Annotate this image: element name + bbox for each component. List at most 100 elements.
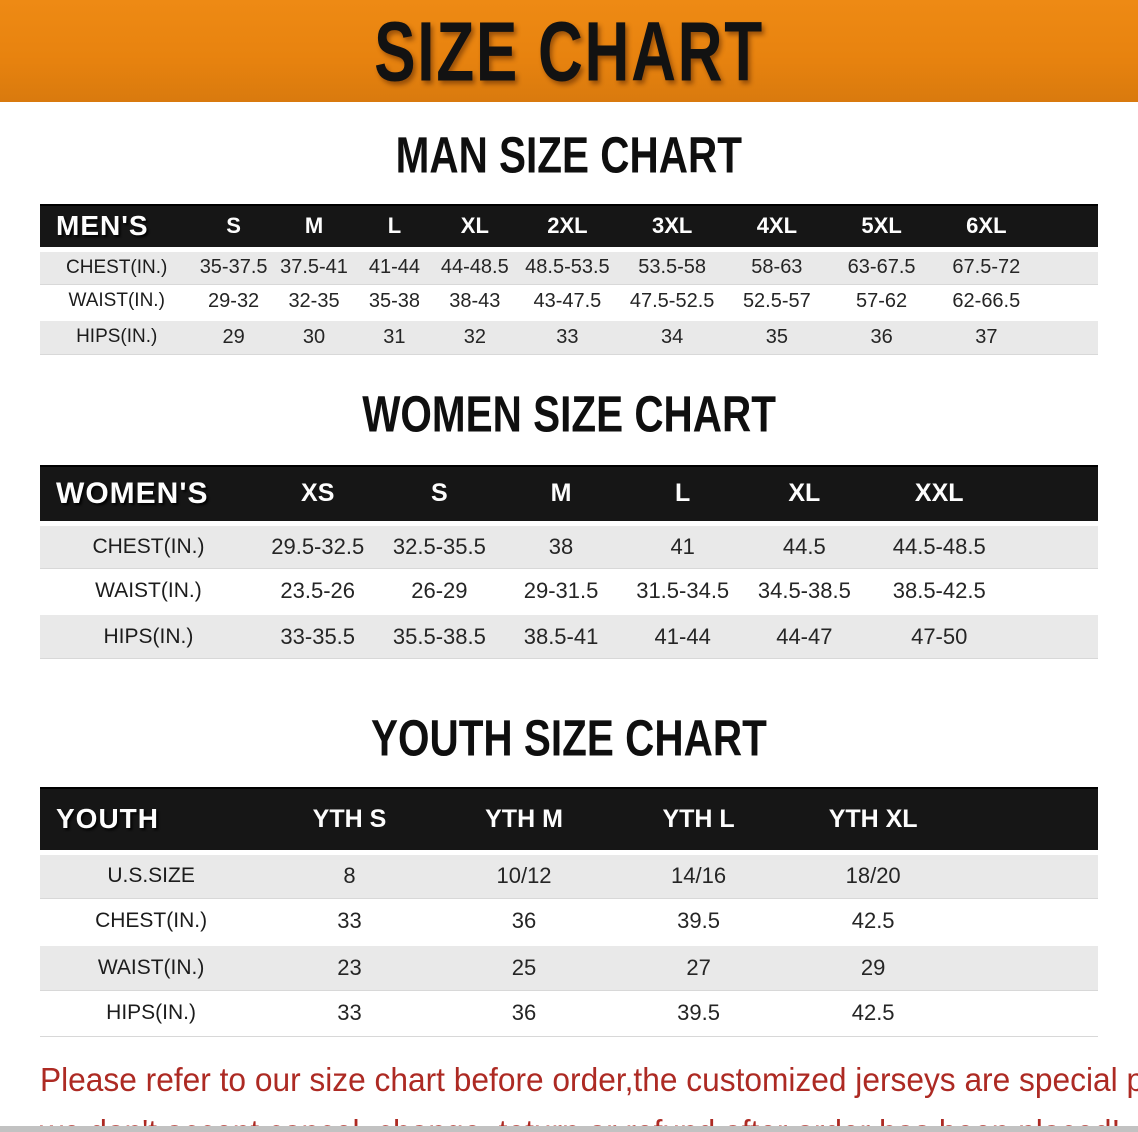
table-group-label: YOUTH: [40, 787, 263, 853]
women-section-heading-text: WOMEN SIZE CHART: [362, 384, 776, 443]
size-cell: 37: [933, 317, 1039, 355]
row-spacer: [960, 942, 1098, 990]
size-cell: 33-35.5: [256, 612, 379, 659]
women-section-heading: WOMEN SIZE CHART: [0, 384, 1138, 443]
size-cell: 41: [621, 521, 744, 569]
size-cell: 42.5: [785, 897, 961, 944]
size-cell: 58-63: [724, 246, 830, 284]
size-cell: 29: [785, 942, 961, 990]
size-column-header: M: [273, 204, 355, 250]
size-column-header: 6XL: [933, 204, 1039, 250]
size-column-header: L: [621, 464, 744, 525]
header-spacer: [1013, 464, 1098, 525]
size-cell: 47-50: [865, 612, 1014, 659]
size-column-header: 2XL: [515, 204, 620, 250]
row-label: HIPS(IN.): [40, 989, 263, 1037]
size-cell: 29: [193, 317, 274, 355]
size-cell: 25: [436, 942, 612, 990]
size-cell: 32-35: [273, 283, 355, 319]
size-cell: 53.5-58: [619, 246, 725, 284]
table-row: WAIST(IN.) 23 25 27 29: [40, 942, 1098, 990]
size-column-header: XL: [743, 464, 866, 525]
size-column-header: S: [193, 204, 274, 250]
row-label: HIPS(IN.): [40, 317, 194, 355]
size-cell: 41-44: [354, 246, 435, 284]
size-table-header-row: MEN'S S M L XL 2XL 3XL 4XL 5XL 6XL: [40, 204, 1098, 250]
size-cell: 44-47: [743, 612, 866, 659]
size-cell: 29-32: [193, 283, 274, 319]
size-cell: 33: [262, 897, 437, 944]
size-cell: 35-38: [354, 283, 435, 319]
row-spacer: [1013, 521, 1098, 569]
size-cell: 32: [434, 317, 516, 355]
row-spacer: [960, 849, 1098, 898]
size-cell: 36: [436, 897, 612, 944]
size-cell: 41-44: [621, 612, 744, 659]
size-column-header: L: [354, 204, 435, 250]
size-cell: 18/20: [785, 849, 961, 898]
table-row: CHEST(IN.) 29.5-32.5 32.5-35.5 38 41 44.5 44.5…: [40, 521, 1098, 569]
men-size-table: MEN'S S M L XL 2XL 3XL 4XL 5XL 6XL CHEST(IN.) 35-37…: [40, 204, 1098, 355]
table-row: WAIST(IN.) 23.5-26 26-29 29-31.5 31.5-34.5 34…: [40, 568, 1098, 614]
size-cell: 39.5: [611, 989, 786, 1037]
size-cell: 8: [262, 849, 437, 898]
size-cell: 23: [262, 942, 437, 990]
size-table-header-row: YOUTH YTH S YTH M YTH L YTH XL: [40, 787, 1098, 853]
size-cell: 37.5-41: [273, 246, 355, 284]
table-row: HIPS(IN.) 33-35.5 35.5-38.5 38.5-41 41-44 44-…: [40, 612, 1098, 659]
size-column-header: YTH M: [436, 787, 612, 853]
size-column-header: XXL: [865, 464, 1014, 525]
size-cell: 38.5-41: [500, 612, 622, 659]
size-cell: 30: [273, 317, 355, 355]
men-section-heading-text: MAN SIZE CHART: [395, 126, 743, 184]
table-group-label: MEN'S: [40, 204, 194, 250]
size-column-header: 4XL: [724, 204, 830, 250]
youth-section-heading-text: YOUTH SIZE CHART: [371, 709, 767, 767]
size-column-header: M: [500, 464, 622, 525]
size-cell: 34: [619, 317, 725, 355]
size-cell: 35: [724, 317, 830, 355]
youth-section-heading: YOUTH SIZE CHART: [0, 709, 1138, 767]
table-row: HIPS(IN.) 33 36 39.5 42.5: [40, 989, 1098, 1037]
size-cell: 57-62: [829, 283, 934, 319]
size-cell: 33: [515, 317, 620, 355]
order-disclaimer-note: Please refer to our size chart before or…: [40, 1057, 1138, 1132]
size-cell: 10/12: [436, 849, 612, 898]
size-cell: 63-67.5: [829, 246, 934, 284]
size-column-header: YTH L: [611, 787, 786, 853]
size-cell: 35-37.5: [193, 246, 274, 284]
youth-size-table: YOUTH YTH S YTH M YTH L YTH XL U.S.SIZE 8 10/12…: [40, 787, 1098, 1037]
size-cell: 67.5-72: [933, 246, 1039, 284]
size-cell: 29.5-32.5: [256, 521, 379, 569]
size-cell: 38.5-42.5: [865, 568, 1014, 614]
row-label: CHEST(IN.): [40, 897, 263, 944]
size-column-header: S: [378, 464, 501, 525]
size-cell: 42.5: [785, 989, 961, 1037]
size-cell: 44-48.5: [434, 246, 516, 284]
size-cell: 23.5-26: [256, 568, 379, 614]
youth-size-table-container: YOUTH YTH S YTH M YTH L YTH XL U.S.SIZE 8 10/12…: [40, 787, 1098, 1037]
table-row: WAIST(IN.) 29-32 32-35 35-38 38-43 43-47.5 47.…: [40, 283, 1098, 319]
size-cell: 36: [829, 317, 934, 355]
row-label: WAIST(IN.): [40, 942, 263, 990]
size-cell: 34.5-38.5: [743, 568, 866, 614]
size-cell: 48.5-53.5: [515, 246, 620, 284]
size-column-header: 5XL: [829, 204, 934, 250]
header-spacer: [1038, 204, 1098, 250]
size-cell: 33: [262, 989, 437, 1037]
size-cell: 29-31.5: [500, 568, 622, 614]
row-spacer: [1038, 283, 1098, 319]
size-cell: 14/16: [611, 849, 786, 898]
size-cell: 47.5-52.5: [619, 283, 725, 319]
table-row: CHEST(IN.) 35-37.5 37.5-41 41-44 44-48.5 48.5…: [40, 246, 1098, 284]
women-size-table: WOMEN'S XS S M L XL XXL CHEST(IN.) 29.5-32.5 32.5…: [40, 464, 1098, 659]
row-spacer: [1013, 612, 1098, 659]
size-column-header: XS: [256, 464, 379, 525]
size-cell: 38: [500, 521, 622, 569]
size-cell: 31.5-34.5: [621, 568, 744, 614]
size-cell: 44.5: [743, 521, 866, 569]
size-cell: 43-47.5: [515, 283, 620, 319]
men-size-table-container: MEN'S S M L XL 2XL 3XL 4XL 5XL 6XL CHEST(IN.) 35-37…: [40, 204, 1098, 355]
size-table-header-row: WOMEN'S XS S M L XL XXL: [40, 464, 1098, 525]
size-cell: 36: [436, 989, 612, 1037]
